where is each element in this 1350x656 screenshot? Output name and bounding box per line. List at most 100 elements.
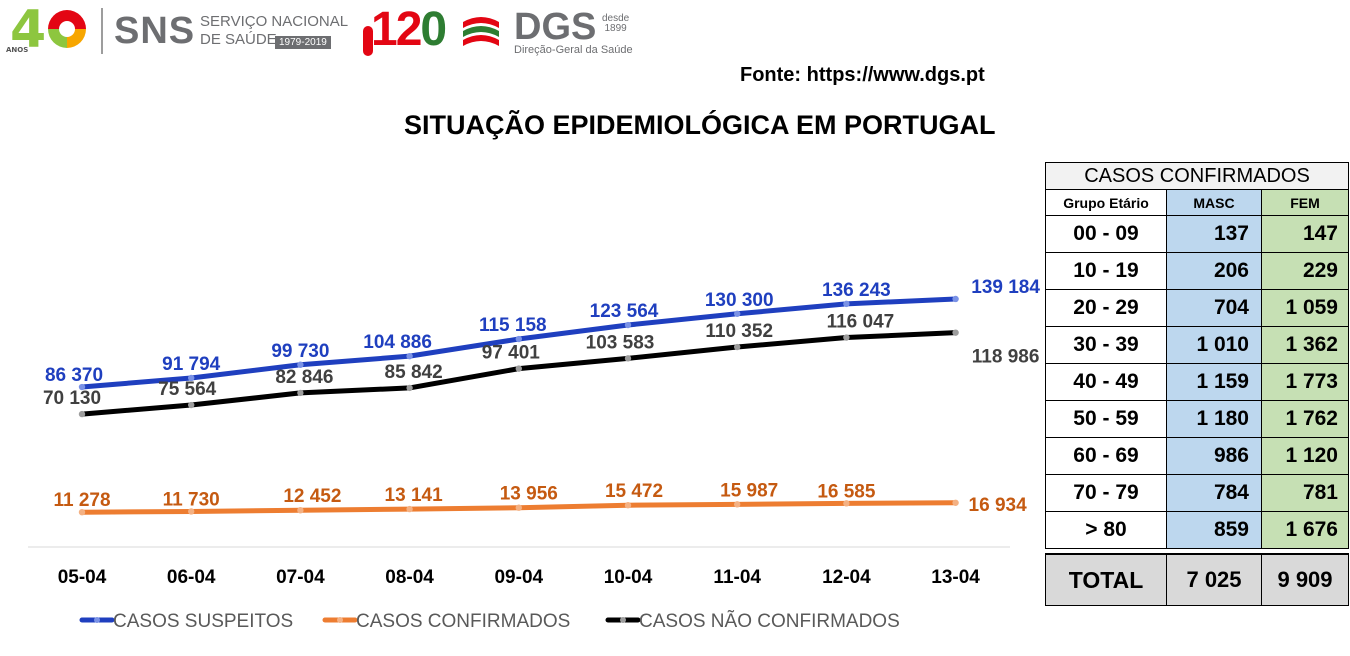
x-tick-label: 05-04: [58, 567, 107, 588]
total-label: TOTAL: [1045, 553, 1167, 606]
data-label-suspeitos: 115 158: [479, 315, 547, 336]
fem-value: 1 362: [1261, 326, 1349, 364]
x-tick-label: 10-04: [604, 567, 653, 588]
fem-value: 229: [1261, 252, 1349, 290]
col-header-group: Grupo Etário: [1045, 189, 1167, 216]
dgs-since: desde 1899: [602, 14, 629, 34]
data-label-confirmados: 11 278: [53, 490, 110, 511]
data-point-confirmados: [952, 499, 959, 506]
x-tick-label: 12-04: [822, 567, 871, 588]
header-divider: [101, 8, 103, 54]
table-row: 10 - 19 206 229: [1045, 252, 1349, 290]
col-header-masc: MASC: [1166, 189, 1262, 216]
data-label-nao_confirmados: 110 352: [705, 321, 773, 342]
age-group: 40 - 49: [1045, 363, 1167, 401]
x-tick-label: 08-04: [385, 567, 434, 588]
total-masc: 7 025: [1166, 553, 1262, 606]
logo-40-circle-icon: [48, 10, 86, 48]
data-label-suspeitos: 91 794: [162, 354, 221, 375]
age-group: 00 - 09: [1045, 215, 1167, 253]
sns-subtitle-line1: SERVIÇO NACIONAL: [200, 13, 349, 30]
data-label-confirmados: 16 934: [969, 495, 1028, 516]
age-group: 10 - 19: [1045, 252, 1167, 290]
legend-dot-nao_confirmados: [620, 617, 626, 623]
masc-value: 1 180: [1166, 400, 1262, 438]
data-point-confirmados: [843, 500, 850, 507]
data-point-nao_confirmados: [297, 389, 304, 397]
data-label-suspeitos: 86 370: [45, 365, 103, 386]
legend-dot-suspeitos: [94, 617, 100, 623]
col-header-fem: FEM: [1261, 189, 1349, 216]
data-label-confirmados: 15 472: [605, 481, 663, 502]
data-label-nao_confirmados: 118 986: [972, 347, 1040, 368]
data-label-confirmados: 12 452: [283, 486, 341, 507]
data-label-confirmados: 15 987: [720, 480, 778, 501]
data-label-suspeitos: 139 184: [971, 277, 1040, 298]
data-point-confirmados: [734, 501, 741, 508]
line-chart: 05-04 06-04 07-04 08-04 09-04 10-04 11-04 12-04…: [28, 277, 1040, 632]
logo-120-anos-tag: [363, 26, 373, 56]
table-row: 60 - 69 986 1 120: [1045, 437, 1349, 475]
fem-value: 147: [1261, 215, 1349, 253]
data-label-nao_confirmados: 75 564: [158, 379, 217, 400]
data-point-nao_confirmados: [624, 355, 632, 362]
data-label-suspeitos: 99 730: [271, 341, 329, 362]
table-row: 20 - 29 704 1 059: [1045, 289, 1349, 327]
x-tick-label: 13-04: [931, 567, 980, 588]
data-point-nao_confirmados: [734, 343, 741, 351]
data-point-nao_confirmados: [515, 365, 522, 372]
logo-40-digit: 4: [10, 0, 46, 60]
data-label-confirmados: 16 585: [817, 481, 876, 502]
data-label-nao_confirmados: 82 846: [275, 367, 333, 388]
data-label-nao_confirmados: 85 842: [385, 362, 443, 383]
age-group: 30 - 39: [1045, 326, 1167, 364]
x-tick-label: 11-04: [713, 567, 761, 588]
data-point-suspeitos: [843, 300, 850, 308]
logo-40-anos: 4 ANOS: [4, 0, 96, 60]
confirmed-cases-table: CASOS CONFIRMADOS Grupo Etário MASC FEM …: [1045, 162, 1349, 606]
sns-subtitle: SERVIÇO NACIONAL DE SAÚDE: [200, 13, 348, 49]
data-label-suspeitos: 130 300: [705, 290, 774, 311]
x-tick-label: 09-04: [494, 567, 543, 588]
dgs-subtitle: Direção-Geral da Saúde: [514, 44, 633, 56]
table-gap: [1045, 548, 1349, 555]
table-row: 40 - 49 1 159 1 773: [1045, 363, 1349, 401]
sns-years-badge: 1979-2019: [275, 36, 331, 49]
masc-value: 986: [1166, 437, 1262, 475]
legend-label-suspeitos: CASOS SUSPEITOS: [113, 611, 293, 632]
dgs-since-line2: 1899: [604, 23, 627, 34]
data-point-confirmados: [624, 502, 632, 509]
table-row: 30 - 39 1 010 1 362: [1045, 326, 1349, 364]
age-group: 50 - 59: [1045, 400, 1167, 438]
data-point-suspeitos: [515, 335, 522, 343]
data-point-suspeitos: [78, 383, 86, 391]
data-label-nao_confirmados: 70 130: [43, 388, 101, 409]
masc-value: 859: [1166, 511, 1262, 549]
table-row: 00 - 09 137 147: [1045, 215, 1349, 253]
x-tick-label: 06-04: [167, 567, 216, 588]
data-point-suspeitos: [624, 321, 632, 329]
masc-value: 137: [1166, 215, 1262, 253]
source-text: Fonte: https://www.dgs.pt: [740, 64, 985, 86]
data-point-nao_confirmados: [406, 384, 413, 392]
data-point-confirmados: [297, 507, 304, 514]
legend-dot-confirmados: [337, 617, 343, 623]
data-point-nao_confirmados: [78, 410, 86, 418]
dgs-logo-text: DGS: [514, 6, 597, 48]
data-point-confirmados: [78, 508, 86, 516]
total-fem: 9 909: [1261, 553, 1349, 606]
data-point-confirmados: [188, 508, 195, 515]
logo-120-anos: 120: [363, 3, 503, 58]
fem-value: 1 059: [1261, 289, 1349, 327]
table-row: 50 - 59 1 180 1 762: [1045, 400, 1349, 438]
data-label-nao_confirmados: 103 583: [586, 332, 655, 353]
data-point-suspeitos: [952, 295, 959, 303]
data-point-nao_confirmados: [843, 334, 850, 341]
data-label-confirmados: 13 956: [500, 484, 558, 505]
masc-value: 704: [1166, 289, 1262, 327]
data-label-nao_confirmados: 97 401: [482, 343, 541, 364]
masc-value: 206: [1166, 252, 1262, 290]
sns-subtitle-line2: DE SAÚDE: [200, 31, 277, 48]
age-group: 20 - 29: [1045, 289, 1167, 327]
data-label-suspeitos: 104 886: [363, 332, 432, 353]
